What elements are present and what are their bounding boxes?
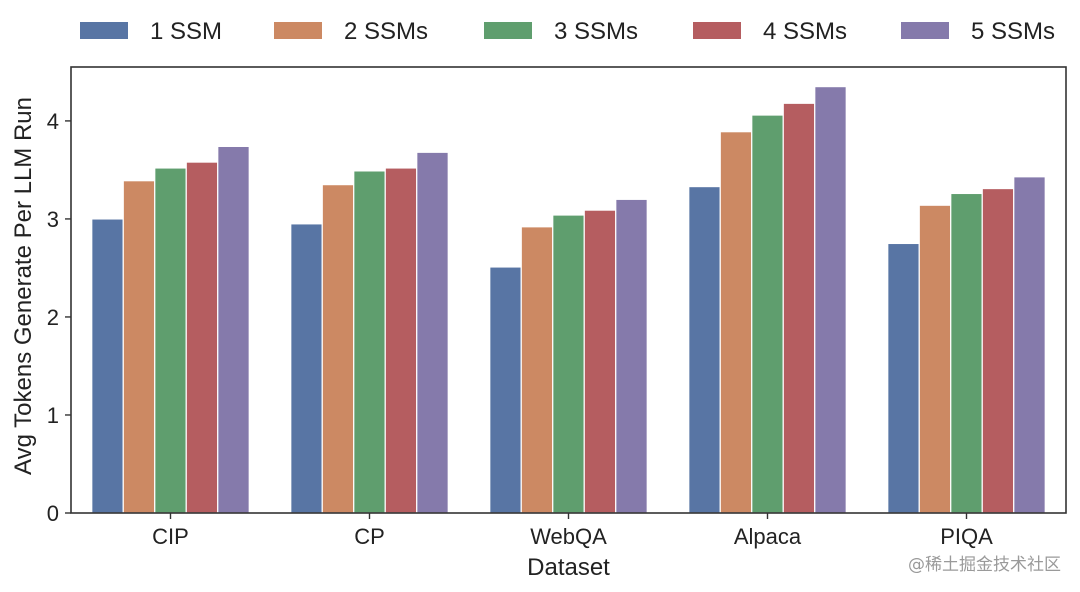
bar-piqa-4 [981, 187, 1015, 514]
x-axis-title: Dataset [527, 554, 610, 581]
bar-alpaca-3 [751, 114, 784, 514]
bar-piqa-3 [950, 192, 983, 514]
legend-label-5: 5 SSMs [971, 18, 1055, 45]
y-tick-label-4: 4 [47, 109, 59, 134]
x-tick-label-webqa: WebQA [530, 524, 607, 549]
bar-cip-4 [185, 161, 219, 514]
legend-swatch-1 [80, 22, 128, 39]
y-axis-ticks: 0 1 2 3 4 [47, 109, 71, 526]
bar-cip-2 [122, 180, 156, 514]
y-tick-label-0: 0 [47, 501, 59, 526]
legend-swatch-2 [274, 22, 322, 39]
bar-alpaca-1 [688, 185, 721, 514]
bar-cip-5 [217, 145, 250, 514]
bar-webqa-1 [489, 266, 522, 514]
watermark-text: @稀土掘金技术社区 [908, 555, 1061, 575]
bar-cip-1 [91, 218, 124, 514]
bar-piqa-2 [918, 204, 952, 514]
bar-cp-5 [416, 151, 449, 514]
bar-alpaca-2 [719, 131, 753, 514]
bar-cp-2 [321, 184, 355, 514]
bar-piqa-5 [1013, 176, 1046, 514]
bar-alpaca-5 [814, 86, 847, 514]
plot-frame [70, 66, 1067, 514]
bar-cp-4 [384, 167, 418, 514]
legend-swatch-5 [901, 22, 949, 39]
bar-alpaca-4 [782, 102, 816, 514]
legend: 1 SSM 2 SSMs 3 SSMs 4 SSMs 5 SSMs [80, 18, 1055, 45]
bar-webqa-4 [583, 209, 617, 514]
bars-group [91, 86, 1046, 514]
legend-swatch-4 [693, 22, 741, 39]
y-tick-label-3: 3 [47, 207, 59, 232]
y-tick-label-1: 1 [47, 403, 59, 428]
bar-cp-3 [353, 170, 386, 514]
y-axis-title: Avg Tokens Generate Per LLM Run [10, 97, 37, 475]
bar-webqa-5 [615, 198, 648, 514]
x-axis-ticks: CIP CP WebQA Alpaca PIQA [152, 513, 993, 549]
bar-webqa-2 [520, 226, 554, 514]
x-tick-label-cp: CP [354, 524, 385, 549]
x-tick-label-alpaca: Alpaca [734, 524, 802, 549]
bar-piqa-1 [887, 242, 920, 514]
x-tick-label-cip: CIP [152, 524, 189, 549]
y-tick-label-2: 2 [47, 305, 59, 330]
legend-label-1: 1 SSM [150, 18, 222, 45]
bar-cip-3 [154, 167, 187, 514]
legend-swatch-3 [484, 22, 532, 39]
bar-webqa-3 [552, 214, 585, 514]
bar-cp-1 [290, 223, 323, 514]
legend-label-2: 2 SSMs [344, 18, 428, 45]
legend-label-4: 4 SSMs [763, 18, 847, 45]
legend-label-3: 3 SSMs [554, 18, 638, 45]
x-tick-label-piqa: PIQA [940, 524, 993, 549]
